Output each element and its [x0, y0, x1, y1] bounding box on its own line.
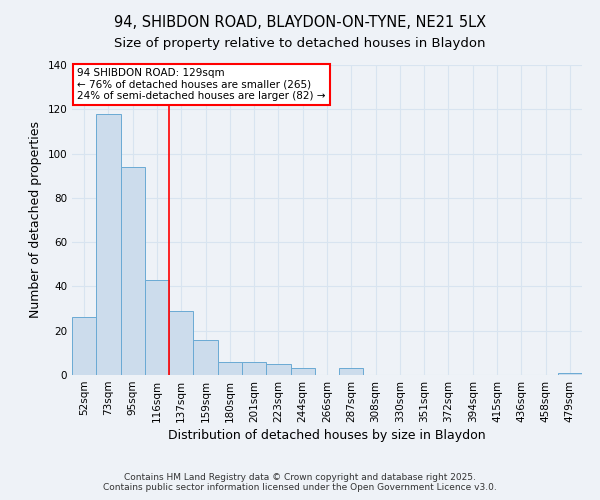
Bar: [339, 368, 364, 375]
Text: 94, SHIBDON ROAD, BLAYDON-ON-TYNE, NE21 5LX: 94, SHIBDON ROAD, BLAYDON-ON-TYNE, NE21 …: [114, 15, 486, 30]
Text: Size of property relative to detached houses in Blaydon: Size of property relative to detached ho…: [114, 38, 486, 51]
Text: 94 SHIBDON ROAD: 129sqm
← 76% of detached houses are smaller (265)
24% of semi-d: 94 SHIBDON ROAD: 129sqm ← 76% of detache…: [77, 68, 326, 102]
Bar: [121, 167, 145, 375]
X-axis label: Distribution of detached houses by size in Blaydon: Distribution of detached houses by size …: [168, 429, 486, 442]
Bar: [242, 362, 266, 375]
Bar: [96, 114, 121, 375]
Text: Contains HM Land Registry data © Crown copyright and database right 2025.
Contai: Contains HM Land Registry data © Crown c…: [103, 473, 497, 492]
Bar: [169, 311, 193, 375]
Y-axis label: Number of detached properties: Number of detached properties: [29, 122, 42, 318]
Bar: [558, 373, 582, 375]
Bar: [290, 368, 315, 375]
Bar: [266, 364, 290, 375]
Bar: [193, 340, 218, 375]
Bar: [72, 318, 96, 375]
Bar: [218, 362, 242, 375]
Bar: [145, 280, 169, 375]
